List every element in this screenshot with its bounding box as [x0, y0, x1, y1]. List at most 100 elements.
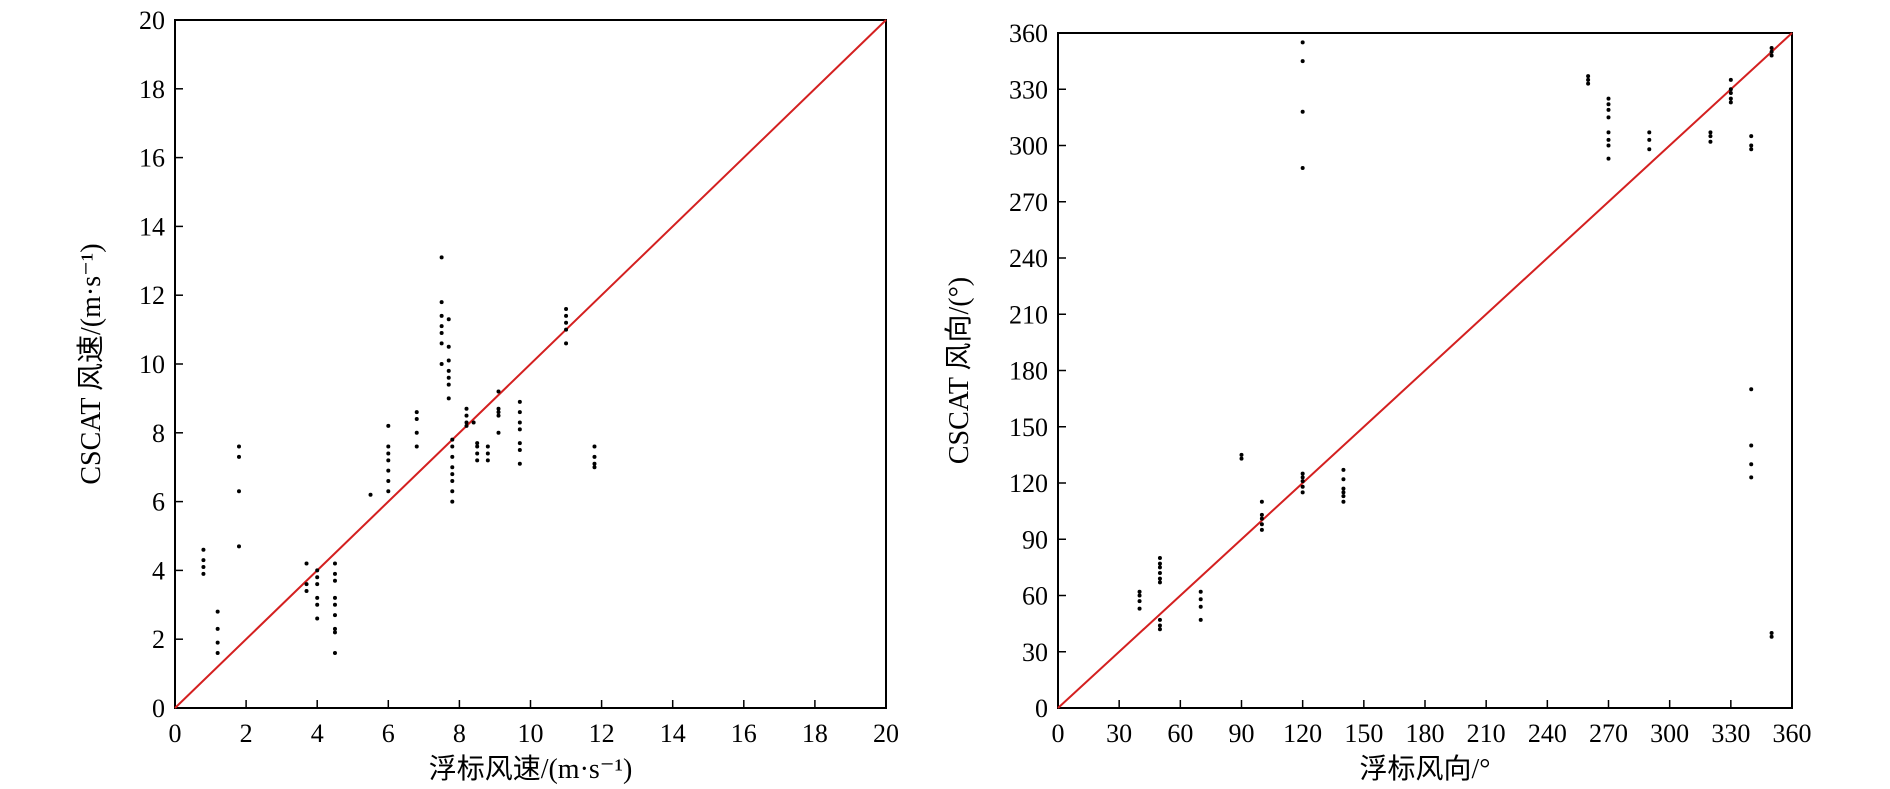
wind-direction-point-39	[1586, 74, 1591, 79]
wind-direction-point-63	[1749, 147, 1754, 152]
wind-direction-point-52	[1647, 147, 1652, 152]
wind-direction-point-2	[1137, 599, 1142, 604]
wind-direction-x-tick-label-1: 30	[1106, 719, 1132, 748]
wind-direction-axis-ticks: 0 30 60 90 120 150 180 210 240 270 300 330 360 0 30 60 9…	[1009, 19, 1812, 748]
wind-speed-point-23	[332, 578, 337, 583]
wind-speed-point-70	[475, 444, 480, 449]
wind-speed-y-tick-label-4: 8	[152, 419, 165, 448]
wind-direction-point-29	[1300, 40, 1305, 45]
wind-speed-point-32	[386, 444, 391, 449]
wind-direction-point-42	[1606, 96, 1611, 101]
wind-direction-point-20	[1259, 512, 1264, 517]
wind-speed-point-11	[236, 544, 241, 549]
wind-speed-x-tick-label-9: 18	[802, 719, 828, 748]
wind-direction-point-12	[1157, 627, 1162, 632]
wind-direction-point-54	[1708, 134, 1713, 139]
wind-direction-point-22	[1259, 522, 1264, 527]
wind-speed-point-24	[332, 595, 337, 600]
wind-speed-point-59	[450, 465, 455, 470]
wind-speed-point-90	[564, 320, 569, 325]
wind-speed-point-37	[386, 489, 391, 494]
wind-speed-y-tick-label-0: 0	[152, 694, 165, 723]
wind-speed-point-74	[485, 451, 490, 456]
wind-direction-x-axis-title: 浮标风向/°	[1360, 753, 1491, 785]
wind-speed-point-63	[450, 499, 455, 504]
wind-direction-point-1	[1137, 593, 1142, 598]
wind-speed-point-80	[496, 430, 501, 435]
wind-speed-point-96	[592, 465, 597, 470]
wind-direction-x-tick-label-10: 300	[1650, 719, 1689, 748]
wind-speed-point-18	[315, 595, 320, 600]
wind-speed-point-3	[201, 571, 206, 576]
wind-speed-x-tick-label-6: 12	[589, 719, 615, 748]
wind-speed-point-56	[450, 437, 455, 442]
wind-direction-x-tick-label-5: 150	[1344, 719, 1383, 748]
wind-direction-point-45	[1606, 115, 1611, 120]
wind-speed-point-26	[332, 613, 337, 618]
wind-speed-point-38	[414, 410, 419, 415]
wind-direction-point-16	[1198, 617, 1203, 622]
wind-direction-point-43	[1606, 102, 1611, 107]
wind-direction-point-10	[1157, 617, 1162, 622]
wind-direction-x-tick-label-12: 360	[1773, 719, 1812, 748]
wind-speed-point-43	[439, 300, 444, 305]
wind-direction-point-44	[1606, 107, 1611, 112]
wind-direction-point-31	[1300, 109, 1305, 114]
wind-speed-x-tick-label-5: 10	[518, 719, 544, 748]
wind-direction-point-70	[1769, 53, 1774, 58]
wind-direction-point-41	[1586, 81, 1591, 86]
wind-direction-point-24	[1300, 471, 1305, 476]
wind-speed-point-13	[304, 582, 309, 587]
wind-speed-point-55	[446, 396, 451, 401]
wind-direction-point-50	[1647, 130, 1652, 135]
wind-direction-point-48	[1606, 143, 1611, 148]
wind-speed-y-tick-label-9: 18	[139, 75, 165, 104]
wind-direction-point-65	[1749, 443, 1754, 448]
wind-speed-point-40	[414, 430, 419, 435]
wind-speed-point-2	[201, 564, 206, 569]
wind-speed-point-53	[446, 375, 451, 380]
wind-direction-point-14	[1198, 597, 1203, 602]
wind-direction-points	[1137, 40, 1774, 639]
wind-speed-point-76	[496, 389, 501, 394]
wind-direction-point-6	[1157, 565, 1162, 570]
wind-speed-point-12	[304, 561, 309, 566]
wind-speed-point-46	[439, 331, 444, 336]
wind-direction-y-tick-label-0: 0	[1035, 694, 1048, 723]
wind-direction-point-18	[1239, 456, 1244, 461]
wind-direction-x-tick-label-3: 90	[1229, 719, 1255, 748]
wind-speed-point-1	[201, 558, 206, 563]
wind-speed-point-5	[215, 626, 220, 631]
wind-direction-x-tick-label-7: 210	[1467, 719, 1506, 748]
wind-speed-point-94	[592, 454, 597, 459]
wind-speed-point-92	[564, 341, 569, 346]
wind-direction-x-tick-label-11: 330	[1711, 719, 1750, 748]
wind-speed-point-54	[446, 382, 451, 387]
wind-direction-y-tick-label-4: 120	[1009, 469, 1048, 498]
wind-speed-point-65	[464, 413, 469, 418]
wind-speed-point-28	[332, 630, 337, 635]
wind-speed-point-9	[236, 454, 241, 459]
wind-speed-axis-ticks: 0 2 4 6 8 10 12 14 16 18 20 0 2 4 6 8 10 12 14 16 18 20	[139, 6, 899, 748]
wind-direction-point-68	[1769, 46, 1774, 50]
wind-direction-y-tick-label-7: 210	[1009, 300, 1048, 329]
wind-speed-point-49	[446, 317, 451, 322]
wind-speed-point-61	[450, 478, 455, 483]
wind-direction-point-9	[1157, 580, 1162, 585]
wind-speed-point-8	[236, 444, 241, 449]
wind-speed-point-58	[450, 454, 455, 459]
wind-direction-point-25	[1300, 475, 1305, 480]
wind-direction-point-69	[1769, 49, 1774, 54]
wind-speed-point-73	[485, 444, 490, 449]
wind-speed-point-6	[215, 640, 220, 645]
wind-speed-y-axis-title: CSCAT 风速/(m·s⁻¹)	[76, 243, 107, 484]
wind-speed-point-29	[332, 650, 337, 655]
wind-speed-x-tick-label-10: 20	[873, 719, 899, 748]
wind-speed-point-19	[315, 602, 320, 607]
wind-speed-point-87	[517, 461, 522, 466]
wind-speed-point-66	[464, 420, 469, 425]
wind-direction-point-38	[1341, 499, 1346, 504]
wind-direction-point-28	[1300, 490, 1305, 495]
wind-direction-point-40	[1586, 77, 1591, 82]
wind-speed-point-33	[386, 451, 391, 456]
